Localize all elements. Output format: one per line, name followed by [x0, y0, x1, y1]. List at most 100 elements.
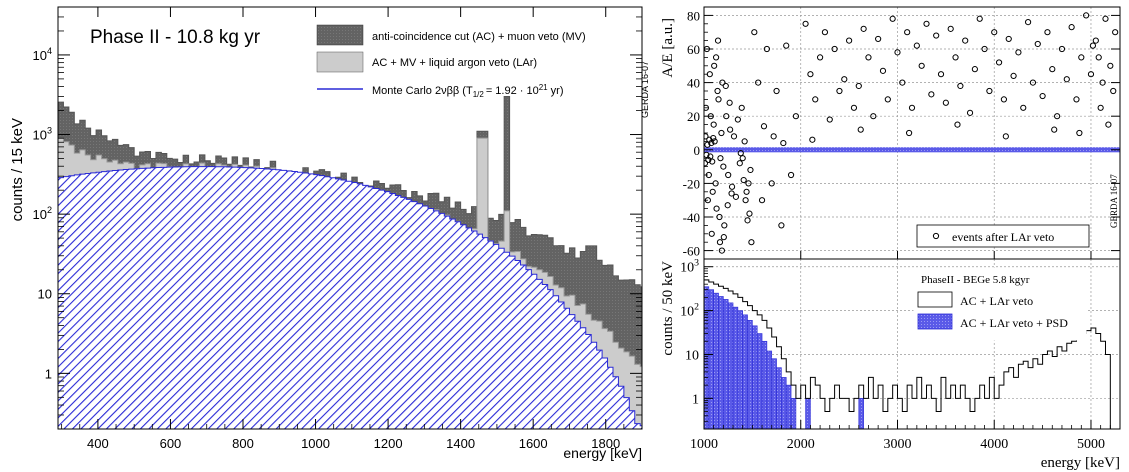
bege-x-axis-label: energy [keV]	[1041, 455, 1120, 471]
ae-event-point	[1097, 104, 1104, 111]
ae-event-point	[760, 123, 768, 130]
ae-event-point	[1073, 96, 1080, 103]
ae-event-point	[728, 183, 736, 190]
ae-event-point	[778, 222, 785, 229]
ae-event-point	[704, 160, 709, 167]
ae-event-point	[831, 45, 838, 53]
legend-swatch-ac-mv	[316, 24, 364, 46]
ae-event-point	[923, 20, 930, 27]
ae-event-point	[933, 32, 940, 39]
ae-event-point	[712, 54, 720, 61]
ae-event-point	[947, 25, 954, 32]
ae-event-point	[1024, 19, 1032, 26]
ae-event-point	[1083, 12, 1090, 19]
ae-event-point	[748, 239, 755, 246]
ae-event-point	[738, 104, 745, 111]
bege-legend: PhaseII - BEGe 5.8 kgyr AC + LAr veto AC…	[913, 267, 1087, 341]
psd-bin-bar	[785, 384, 792, 429]
ae-y-tick-label: 40	[687, 76, 700, 91]
ae-event-point	[957, 82, 964, 90]
bege-y-axis-label: counts / 50 keV	[660, 261, 676, 356]
left-x-tick-label: 1200	[374, 436, 403, 451]
psd-bin-bar	[737, 310, 743, 429]
ae-event-point	[976, 15, 983, 22]
psd-bin-bar	[776, 367, 782, 429]
ae-event-point	[928, 91, 935, 98]
psd-bin-bar	[713, 292, 719, 429]
ae-event-point	[704, 133, 709, 140]
left-y-tick-label: 1	[45, 366, 52, 381]
bege-y-tick-label: 1	[692, 392, 699, 407]
bege-x-tick-label: 1000	[690, 437, 718, 452]
bege-x-tick-label: 4000	[980, 437, 1008, 452]
legend-label-ac-mv: anti-coincidence cut (AC) + muon veto (M…	[372, 31, 586, 43]
legend-label-lar: AC + MV + liquid argon veto (LAr)	[372, 57, 537, 69]
bege-x-tick-label: 3000	[883, 437, 911, 452]
left-x-tick-label: 600	[160, 436, 182, 451]
ae-event-point	[718, 247, 725, 254]
ae-event-point	[704, 151, 710, 158]
ac-lar-histogram	[704, 279, 1111, 429]
psd-bin-bar	[704, 286, 710, 429]
ae-event-point	[708, 139, 715, 147]
ae-y-tick-label: -40	[683, 210, 700, 225]
ae-event-point	[743, 188, 750, 195]
ae-event-point	[1087, 71, 1095, 78]
ae-event-point	[1049, 66, 1056, 73]
bege-legend-title: PhaseII - BEGe 5.8 kgyr	[921, 274, 1030, 286]
ae-event-point	[850, 104, 858, 111]
ae-event-point	[952, 54, 959, 61]
bege-frame	[703, 258, 1121, 430]
ae-event-point	[742, 197, 749, 204]
ae-event-point	[904, 29, 911, 36]
psd-bin-bar	[727, 302, 734, 429]
ae-event-point	[741, 138, 748, 145]
ae-scatter-plot-area	[704, 7, 1120, 259]
ae-event-point	[715, 96, 722, 103]
ae-event-point	[1005, 35, 1012, 43]
ae-event-point	[821, 29, 829, 36]
ae-event-point	[836, 87, 843, 95]
legend-swatch-ac-lar	[917, 291, 953, 308]
ae-event-point	[707, 153, 714, 160]
ae-event-point	[1054, 113, 1061, 120]
ae-event-point	[758, 197, 766, 204]
ae-event-point	[870, 113, 877, 120]
ae-event-point	[711, 138, 718, 145]
ae-event-point	[846, 37, 853, 44]
ae-event-point	[724, 202, 731, 209]
ae-event-point	[737, 150, 744, 157]
psd-bin-bar	[781, 377, 787, 429]
ae-event-point	[710, 134, 717, 142]
ae-event-point	[727, 126, 734, 133]
left-y-tick-label: 104	[32, 46, 52, 63]
bege-spectrum-panel: 1000 2000 3000 4000 5000 1 10 102 103 energy [ke…	[660, 258, 1121, 471]
ae-event-point	[826, 116, 833, 123]
psd-bin-bar	[805, 398, 811, 429]
ae-event-point	[718, 129, 725, 137]
ae-y-tick-label: -20	[683, 176, 700, 191]
ae-event-point	[841, 76, 848, 83]
ae-event-point	[751, 29, 758, 36]
ae-event-point	[857, 126, 864, 133]
ae-event-point	[1099, 79, 1106, 86]
psd-bin-bar	[771, 358, 777, 429]
ae-event-point	[744, 217, 751, 224]
left-y-tick-label: 10	[38, 287, 52, 302]
ae-event-point	[884, 96, 891, 103]
ae-y-tick-label: -60	[683, 244, 700, 259]
ae-event-point	[773, 87, 780, 95]
ae-event-point	[905, 129, 913, 137]
ae-event-point	[1063, 76, 1070, 83]
ae-event-point	[913, 42, 920, 49]
left-x-tick-label: 1000	[301, 436, 330, 451]
ae-event-point	[1068, 24, 1075, 31]
ae-event-point	[865, 54, 872, 61]
ae-event-point	[705, 156, 712, 163]
ae-event-point	[1020, 104, 1027, 111]
ae-y-tick-label: 0	[694, 143, 701, 158]
bege-plot-area	[704, 259, 1120, 429]
ae-event-point	[716, 239, 724, 246]
bege-axes: 1000 2000 3000 4000 5000 1 10 102 103	[680, 258, 1121, 452]
ae-event-point	[1002, 133, 1009, 140]
